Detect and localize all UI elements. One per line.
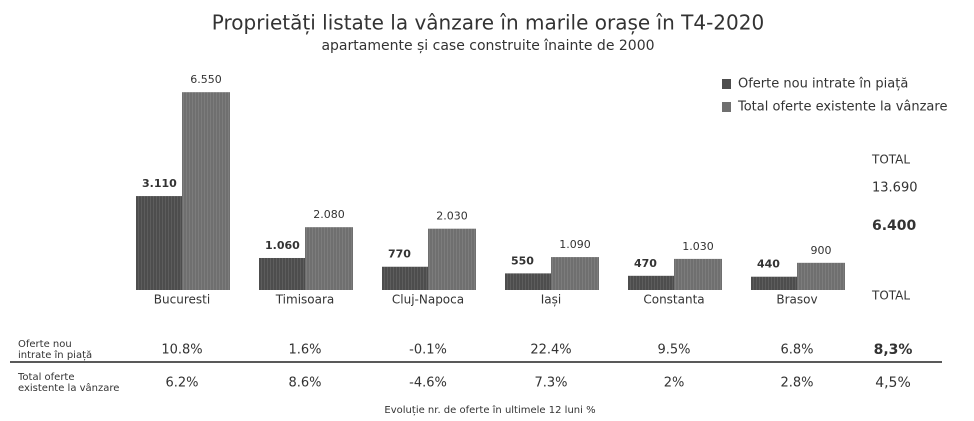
bar-texture [797,262,845,290]
bar-texture [259,257,305,290]
bar-texture [428,228,476,290]
bar-texture [628,275,674,290]
value-label: 770 [388,248,411,261]
row-label: Oferte nou intrate în piață [18,339,92,361]
table-total: 4,5% [875,375,911,391]
table-cell: 9.5% [657,343,690,358]
table-cell: 2.8% [780,376,813,391]
total-value: 13.690 [872,181,918,196]
value-label: 2.030 [436,210,468,223]
table-header: TOTAL [871,289,910,303]
table-caption: Evoluție nr. de oferte în ultimele 12 lu… [384,404,595,416]
row-label: Total oferte existente la vânzare [17,372,119,394]
table-cell: 7.3% [534,376,567,391]
x-tick-label: Timisoara [275,293,335,307]
bar-texture [505,273,551,290]
value-label: 3.110 [142,177,177,190]
x-tick-label: Brasov [776,293,817,307]
value-label: 550 [511,254,534,267]
bar-texture [751,276,797,290]
table-cell: 1.6% [288,343,321,358]
legend-label: Total oferte existente la vânzare [737,100,947,115]
totals-header: TOTAL [871,153,910,167]
table-cell: 6.8% [780,343,813,358]
value-label: 440 [757,258,780,271]
table-cell: 2% [664,376,685,391]
legend-label: Oferte nou intrate în piață [738,77,908,92]
value-label: 470 [634,257,657,270]
value-label: 1.030 [682,240,714,253]
table-total: 8,3% [874,342,913,358]
value-label: 900 [811,244,832,257]
bar-texture [551,257,599,290]
bar-texture [674,258,722,290]
legend-swatch [722,102,731,112]
bar-texture [382,266,428,290]
table-cell: 6.2% [165,376,198,391]
bar-texture [305,227,353,290]
table-cell: 10.8% [161,343,202,358]
total-value: 6.400 [872,218,917,234]
table-cell: -4.6% [409,376,447,391]
x-tick-label: Constanta [643,293,704,307]
value-label: 1.060 [265,239,300,252]
chart-subtitle: apartamente și case construite înainte d… [321,38,654,54]
bar-texture [136,196,182,290]
value-label: 2.080 [313,208,345,221]
table-cell: -0.1% [409,343,447,358]
bar-texture [182,92,230,290]
value-label: 1.090 [559,238,591,251]
value-label: 6.550 [190,73,222,86]
table-cell: 8.6% [288,376,321,391]
legend-swatch [722,79,731,89]
x-tick-label: Iași [541,293,561,307]
table-cell: 22.4% [530,343,571,358]
chart-title: Proprietăți listate la vânzare în marile… [212,11,764,35]
x-tick-label: Cluj-Napoca [392,293,464,307]
x-tick-label: Bucuresti [154,293,210,307]
